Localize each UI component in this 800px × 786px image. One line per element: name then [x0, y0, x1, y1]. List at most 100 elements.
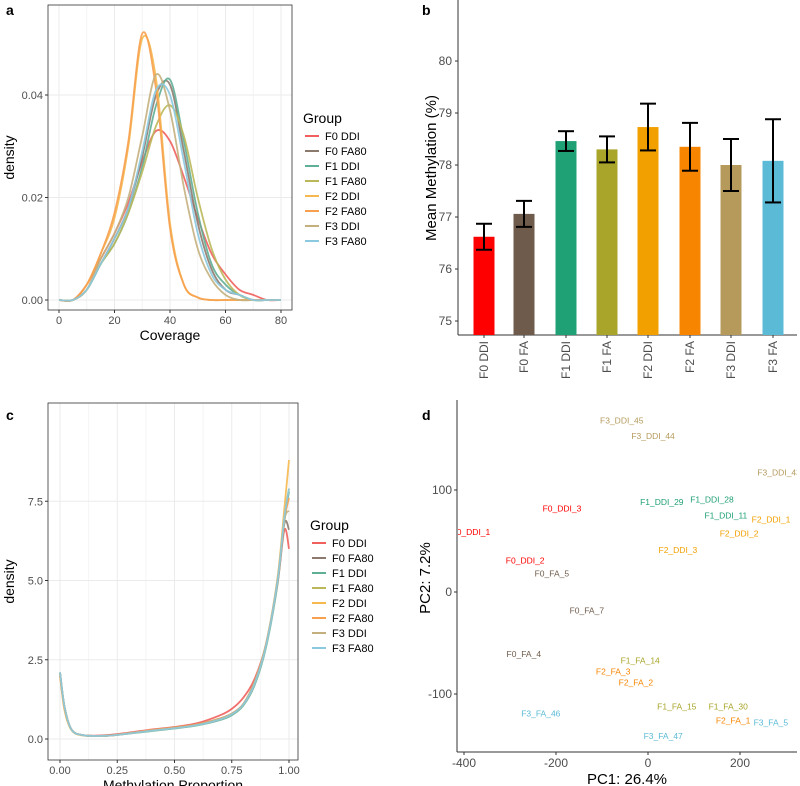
y-tick-label: 5.0 — [28, 576, 43, 588]
point-label-f3-ddi-43: F3_DDI_43 — [757, 468, 800, 478]
x-tick-label: 0.25 — [107, 765, 128, 777]
y-tick-label: 80 — [439, 54, 453, 68]
x-tick-label: F1 DDI — [559, 341, 573, 379]
y-tick-label: 0 — [445, 585, 452, 599]
y-tick-label: 100 — [432, 483, 452, 497]
series-lines — [59, 459, 290, 738]
point-label-f0-fa-7: F0_FA_7 — [570, 605, 605, 615]
x-tick-label: 0 — [56, 315, 62, 327]
legend-label: F1 FA80 — [325, 176, 367, 188]
y-axis-title: Mean Methylation (%) — [423, 95, 440, 241]
point-label-f1-ddi-11: F1_DDI_11 — [704, 510, 747, 520]
point-label-f2-ddi-3: F2_DDI_3 — [659, 545, 698, 555]
density-line-f3-ddi — [58, 73, 281, 302]
x-tick-label: F0 DDI — [477, 341, 491, 379]
x-tick-label: 0.00 — [49, 765, 70, 777]
point-label-f0-fa-5: F0_FA_5 — [535, 569, 570, 579]
plot-border — [47, 4, 293, 311]
x-tick-label: F2 DDI — [641, 341, 655, 379]
legend-label: F1 DDI — [325, 161, 360, 173]
density-line-f3-fa80 — [59, 488, 290, 737]
x-tick-label: 60 — [219, 315, 231, 327]
x-tick-label: -200 — [544, 756, 568, 770]
legend: Group F0 DDI F0 FA80 F1 DDI F1 FA80 F2 DDI F2 … — [303, 110, 367, 248]
x-axis-title: Methylation Proportion — [103, 777, 243, 786]
y-tick-label: 0.02 — [22, 193, 43, 205]
y-tick-label: 0.0 — [28, 734, 43, 746]
bar-f2-fa — [679, 146, 701, 335]
x-tick-label: 0 — [645, 756, 652, 770]
x-tick-label: 20 — [108, 315, 120, 327]
point-label-f2-ddi-1: F2_DDI_1 — [752, 515, 791, 525]
bar-f3-ddi — [720, 165, 742, 335]
series-lines — [58, 31, 282, 303]
legend-label: F1 FA80 — [332, 583, 374, 595]
y-tick-label: 75 — [439, 314, 453, 328]
y-tick-label: 2.5 — [28, 655, 43, 667]
plot-border — [47, 402, 299, 761]
bar-f0-fa — [513, 213, 535, 335]
bar-f1-ddi — [555, 141, 577, 335]
y-tick-label: 0.04 — [22, 90, 43, 102]
x-tick-label: 200 — [730, 756, 750, 770]
legend-title: Group — [303, 110, 342, 126]
x-tick-label: -400 — [452, 756, 476, 770]
y-tick-label: 0.00 — [22, 295, 43, 307]
y-tick-label: 78 — [439, 158, 453, 172]
legend-label: F2 DDI — [332, 598, 367, 610]
panel-c-density-methylation: 0.00 0.25 0.50 0.75 1.00 0.0 2.5 5.0 7.5 Methylat… — [1, 402, 374, 786]
point-label-f0-fa-4: F0_FA_4 — [507, 649, 542, 659]
point-label-f2-fa-3: F2_FA_3 — [596, 667, 631, 677]
bar-f2-ddi — [637, 127, 659, 335]
x-tick-label: 1.00 — [278, 765, 299, 777]
point-label-f2-fa-2: F2_FA_2 — [619, 678, 654, 688]
legend: Group F0 DDI F0 FA80 F1 DDI F1 FA80 F2 DDI F2 … — [310, 517, 374, 655]
point-label-f1-fa-30: F1_FA_30 — [709, 701, 748, 711]
y-axis-title: density — [1, 559, 17, 603]
panel-a-density-coverage: 0 20 40 60 80 0.00 0.02 0.04 Coverage density Grou… — [1, 4, 367, 343]
x-tick-label: F0 FA — [517, 341, 531, 373]
legend-label: F0 DDI — [332, 538, 367, 550]
y-tick-label: 76 — [439, 262, 453, 276]
sample-labels: F3_DDI_45 F3_DDI_44 F3_DDI_43 F1_DDI_29 F1_D… — [452, 416, 800, 741]
legend-label: F3 FA80 — [332, 643, 374, 655]
plot-background — [48, 403, 298, 760]
y-tick-label: 7.5 — [28, 496, 43, 508]
point-label-f2-fa-1: F2_FA_1 — [716, 716, 751, 726]
legend-label: F3 DDI — [325, 221, 360, 233]
legend-label: F0 DDI — [325, 131, 360, 143]
panel-d-pca: -400 -200 0 200-1000100F3_DDI_45F3_DDI_44F3… — [417, 400, 800, 786]
x-tick-label: 0.50 — [164, 765, 185, 777]
point-label-f0-ddi-2: F0_DDI_2 — [506, 555, 545, 565]
legend-label: F3 FA80 — [325, 236, 367, 248]
point-label-f1-ddi-29: F1_DDI_29 — [640, 497, 684, 507]
legend-label: F2 DDI — [325, 191, 360, 203]
x-tick-label: 40 — [164, 315, 176, 327]
x-tick-label: F3 FA — [766, 341, 780, 373]
point-label-f3-fa-5: F3_FA_5 — [754, 718, 789, 728]
x-tick-label: F2 FA — [683, 341, 697, 373]
x-axis-title: Coverage — [140, 327, 201, 343]
y-tick-label: 77 — [439, 210, 453, 224]
density-line-f3-fa80 — [58, 83, 281, 302]
point-label-f0-ddi-3: F0_DDI_3 — [543, 503, 582, 513]
legend-label: F1 DDI — [332, 568, 367, 580]
point-label-f3-ddi-44: F3_DDI_44 — [631, 431, 675, 441]
legend-title: Group — [310, 517, 349, 533]
panel-b-bar-chart: 75 76 77 78 79 80 F0 DDI F0 FA F1 DDI F1 FA F2 DDI… — [423, 0, 797, 379]
y-axis-title: PC2: 7.2% — [417, 542, 434, 614]
point-label-f3-fa-47: F3_FA_47 — [644, 731, 683, 741]
legend-label: F0 FA80 — [332, 553, 374, 565]
x-axis-title: PC1: 26.4% — [587, 771, 667, 786]
point-label-f1-ddi-28: F1_DDI_28 — [690, 494, 734, 504]
point-label-f0-ddi-1: F0_DDI_1 — [452, 527, 491, 537]
legend-label: F2 FA80 — [325, 206, 367, 218]
bar-f1-fa — [596, 149, 618, 335]
panel-label-c: c — [6, 407, 14, 423]
panel-label-b: b — [422, 2, 431, 18]
panel-label-d: d — [422, 407, 431, 423]
point-label-f1-fa-14: F1_FA_14 — [621, 655, 660, 665]
legend-label: F3 DDI — [332, 628, 367, 640]
point-label-f3-ddi-45: F3_DDI_45 — [600, 416, 644, 426]
